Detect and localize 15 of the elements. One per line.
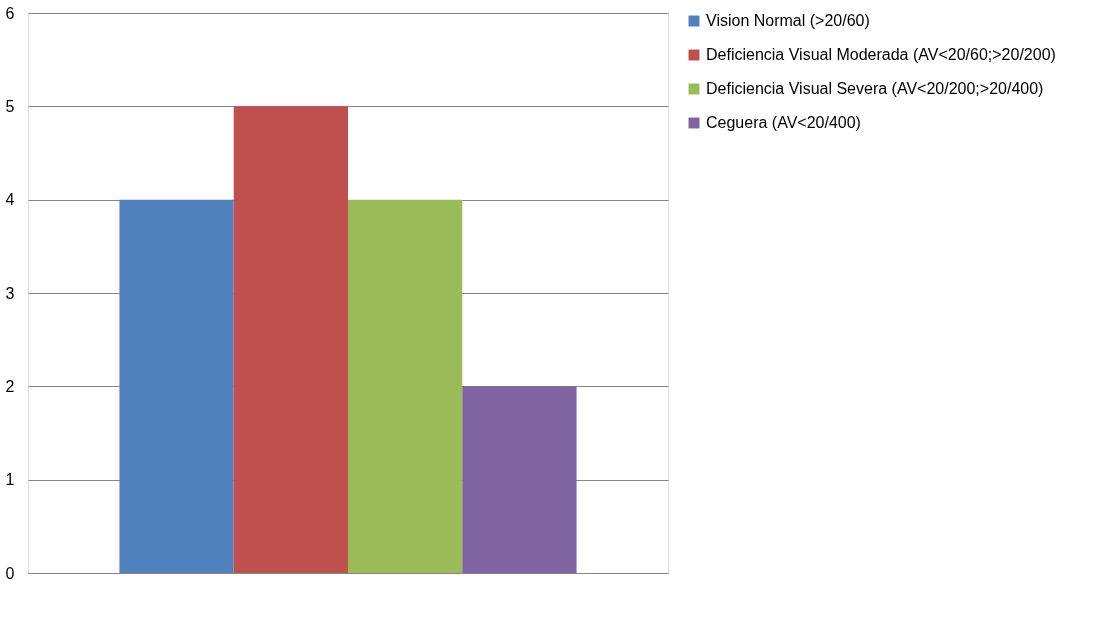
- y-tick-label: 2: [5, 377, 15, 395]
- y-tick-label: 4: [5, 191, 15, 209]
- legend-label: Vision Normal (>20/60): [706, 12, 870, 29]
- y-tick-label: 1: [5, 471, 15, 489]
- y-tick-label: 0: [5, 564, 15, 582]
- bar: [233, 106, 348, 573]
- y-tick-label: 5: [5, 97, 15, 115]
- legend-label: Deficiencia Visual Severa (AV<20/200;>20/400): [706, 80, 1044, 97]
- bar: [348, 199, 463, 573]
- y-tick-label: 3: [5, 284, 15, 302]
- legend-label: Deficiencia Visual Moderada (AV<20/60;>20/200): [706, 46, 1056, 63]
- bar: [462, 386, 577, 573]
- legend-label: Ceguera (AV<20/400): [706, 114, 861, 131]
- y-tick-label: 6: [5, 4, 15, 22]
- bar: [119, 199, 234, 573]
